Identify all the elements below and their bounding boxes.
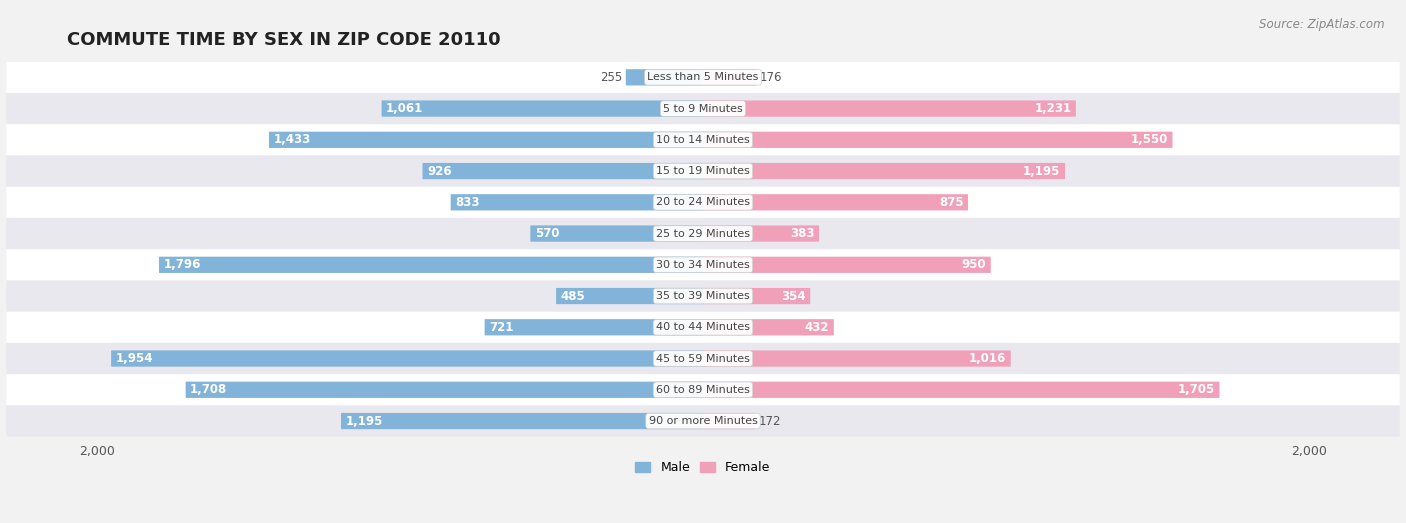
FancyBboxPatch shape xyxy=(6,187,1400,218)
FancyBboxPatch shape xyxy=(557,288,703,304)
FancyBboxPatch shape xyxy=(423,163,703,179)
FancyBboxPatch shape xyxy=(159,257,703,273)
FancyBboxPatch shape xyxy=(703,257,991,273)
FancyBboxPatch shape xyxy=(6,62,1400,93)
Text: 90 or more Minutes: 90 or more Minutes xyxy=(648,416,758,426)
Text: Less than 5 Minutes: Less than 5 Minutes xyxy=(647,72,759,82)
Text: Source: ZipAtlas.com: Source: ZipAtlas.com xyxy=(1260,18,1385,31)
Text: 45 to 59 Minutes: 45 to 59 Minutes xyxy=(657,354,749,363)
Text: 30 to 34 Minutes: 30 to 34 Minutes xyxy=(657,260,749,270)
FancyBboxPatch shape xyxy=(186,382,703,398)
FancyBboxPatch shape xyxy=(342,413,703,429)
FancyBboxPatch shape xyxy=(703,319,834,335)
FancyBboxPatch shape xyxy=(6,374,1400,405)
FancyBboxPatch shape xyxy=(703,163,1064,179)
Text: 570: 570 xyxy=(534,227,560,240)
Text: 354: 354 xyxy=(782,290,806,302)
FancyBboxPatch shape xyxy=(6,312,1400,343)
FancyBboxPatch shape xyxy=(703,194,969,210)
FancyBboxPatch shape xyxy=(6,249,1400,280)
Text: 485: 485 xyxy=(561,290,585,302)
FancyBboxPatch shape xyxy=(703,288,810,304)
Text: 1,708: 1,708 xyxy=(190,383,228,396)
FancyBboxPatch shape xyxy=(6,343,1400,374)
Text: 833: 833 xyxy=(456,196,479,209)
FancyBboxPatch shape xyxy=(6,280,1400,312)
FancyBboxPatch shape xyxy=(703,69,756,85)
Text: 1,195: 1,195 xyxy=(1024,165,1060,178)
Text: 432: 432 xyxy=(804,321,830,334)
Text: 1,433: 1,433 xyxy=(274,133,311,146)
Text: 1,195: 1,195 xyxy=(346,415,382,427)
Text: 60 to 89 Minutes: 60 to 89 Minutes xyxy=(657,385,749,395)
Text: 1,231: 1,231 xyxy=(1035,102,1071,115)
FancyBboxPatch shape xyxy=(269,132,703,148)
Text: 1,954: 1,954 xyxy=(115,352,153,365)
Text: 950: 950 xyxy=(962,258,986,271)
Text: 20 to 24 Minutes: 20 to 24 Minutes xyxy=(657,197,749,207)
Text: 172: 172 xyxy=(759,415,782,427)
FancyBboxPatch shape xyxy=(703,382,1219,398)
Text: 1,061: 1,061 xyxy=(387,102,423,115)
FancyBboxPatch shape xyxy=(6,93,1400,124)
FancyBboxPatch shape xyxy=(485,319,703,335)
Text: 721: 721 xyxy=(489,321,513,334)
Text: 255: 255 xyxy=(600,71,621,84)
FancyBboxPatch shape xyxy=(703,100,1076,117)
Text: 1,796: 1,796 xyxy=(163,258,201,271)
Text: 10 to 14 Minutes: 10 to 14 Minutes xyxy=(657,135,749,145)
FancyBboxPatch shape xyxy=(703,413,755,429)
Text: 35 to 39 Minutes: 35 to 39 Minutes xyxy=(657,291,749,301)
Text: 25 to 29 Minutes: 25 to 29 Minutes xyxy=(657,229,749,238)
Text: 875: 875 xyxy=(939,196,963,209)
Text: COMMUTE TIME BY SEX IN ZIP CODE 20110: COMMUTE TIME BY SEX IN ZIP CODE 20110 xyxy=(67,31,501,49)
FancyBboxPatch shape xyxy=(6,156,1400,187)
FancyBboxPatch shape xyxy=(451,194,703,210)
Text: 1,550: 1,550 xyxy=(1130,133,1168,146)
FancyBboxPatch shape xyxy=(626,69,703,85)
Text: 926: 926 xyxy=(427,165,451,178)
Text: 40 to 44 Minutes: 40 to 44 Minutes xyxy=(657,322,749,332)
Text: 1,705: 1,705 xyxy=(1178,383,1215,396)
FancyBboxPatch shape xyxy=(530,225,703,242)
Text: 5 to 9 Minutes: 5 to 9 Minutes xyxy=(664,104,742,113)
FancyBboxPatch shape xyxy=(703,350,1011,367)
FancyBboxPatch shape xyxy=(111,350,703,367)
Legend: Male, Female: Male, Female xyxy=(630,456,776,479)
FancyBboxPatch shape xyxy=(703,225,820,242)
FancyBboxPatch shape xyxy=(6,124,1400,155)
FancyBboxPatch shape xyxy=(6,405,1400,437)
FancyBboxPatch shape xyxy=(381,100,703,117)
Text: 15 to 19 Minutes: 15 to 19 Minutes xyxy=(657,166,749,176)
FancyBboxPatch shape xyxy=(6,218,1400,249)
Text: 1,016: 1,016 xyxy=(969,352,1007,365)
Text: 383: 383 xyxy=(790,227,814,240)
Text: 176: 176 xyxy=(761,71,783,84)
FancyBboxPatch shape xyxy=(703,132,1173,148)
